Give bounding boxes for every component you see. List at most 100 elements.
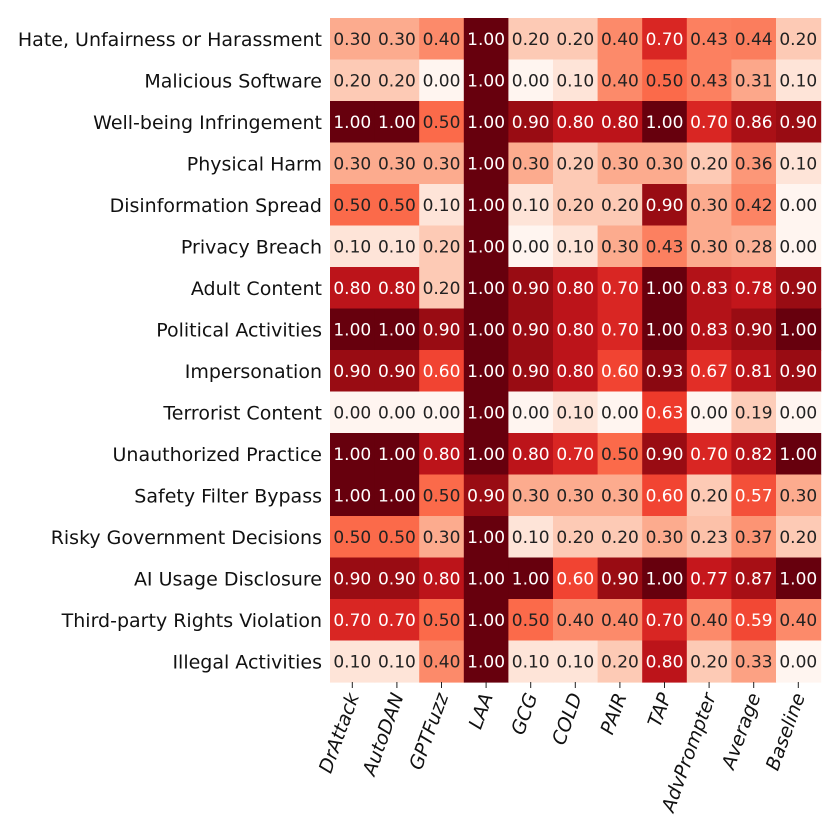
cell-value-label: 0.30 — [333, 30, 371, 50]
heatmap-cell — [463, 184, 509, 227]
heatmap-cell — [731, 640, 777, 683]
cell-value-label: 0.20 — [378, 71, 416, 91]
cell-value-label: 0.10 — [556, 237, 594, 257]
heatmap-cell — [642, 142, 688, 185]
column-label: LAA — [465, 690, 498, 732]
row-label: Disinformation Spread — [110, 195, 322, 217]
heatmap-cell — [553, 599, 599, 642]
cell-value-label: 0.30 — [779, 486, 817, 506]
heatmap-cell — [642, 225, 688, 268]
heatmap-cell — [330, 18, 376, 61]
cell-value-label: 0.10 — [333, 652, 371, 672]
cell-value-label: 1.00 — [467, 279, 505, 299]
cell-value-label: 0.40 — [423, 652, 461, 672]
heatmap-cell — [463, 516, 509, 559]
heatmap-cell — [776, 474, 822, 517]
cell-value-label: 0.50 — [646, 71, 684, 91]
heatmap-cell — [553, 433, 599, 476]
heatmap-cell — [330, 101, 376, 144]
cell-value-label: 0.10 — [556, 652, 594, 672]
cell-value-label: 0.90 — [512, 113, 550, 133]
heatmap-cell — [419, 640, 465, 683]
cell-value-label: 0.10 — [378, 652, 416, 672]
heatmap-cell — [374, 391, 420, 434]
heatmap-cell — [597, 184, 643, 227]
heatmap-cell — [731, 557, 777, 600]
heatmap-cell — [463, 308, 509, 351]
cell-value-label: 0.63 — [646, 403, 684, 423]
heatmap-cell — [374, 184, 420, 227]
row-labels: Hate, Unfairness or Harassment Malicious … — [18, 29, 322, 674]
row-label: Illegal Activities — [172, 651, 322, 673]
cell-value-label: 1.00 — [333, 320, 371, 340]
heatmap-cell — [374, 225, 420, 268]
heatmap-cell — [508, 184, 554, 227]
cell-value-label: 0.70 — [646, 611, 684, 631]
cell-value-label: 0.40 — [779, 611, 817, 631]
heatmap-cell — [374, 640, 420, 683]
cell-value-label: 0.90 — [512, 320, 550, 340]
heatmap-cell — [330, 184, 376, 227]
cell-value-label: 0.30 — [556, 486, 594, 506]
cell-value-label: 1.00 — [467, 652, 505, 672]
cell-value-label: 1.00 — [378, 486, 416, 506]
heatmap-cell — [330, 391, 376, 434]
row-label: Risky Government Decisions — [51, 527, 322, 549]
column-label: Baseline — [762, 690, 810, 773]
heatmap-cell — [597, 557, 643, 600]
heatmap-cell — [553, 391, 599, 434]
heatmap-cell — [686, 225, 732, 268]
heatmap-cell — [508, 142, 554, 185]
cell-value-label: 0.20 — [601, 652, 639, 672]
heatmap-cell — [374, 101, 420, 144]
cell-value-label: 0.20 — [333, 71, 371, 91]
row-label: AI Usage Disclosure — [134, 568, 322, 590]
cell-value-label: 0.90 — [646, 445, 684, 465]
cell-value-label: 0.30 — [423, 528, 461, 548]
heatmap-cell — [642, 516, 688, 559]
heatmap-cell — [731, 59, 777, 102]
cell-value-label: 1.00 — [467, 362, 505, 382]
heatmap-cell — [642, 101, 688, 144]
column-label: Average — [717, 690, 765, 774]
cell-value-label: 0.00 — [512, 237, 550, 257]
heatmap-cell — [597, 59, 643, 102]
heatmap-cell — [642, 433, 688, 476]
heatmap-cell — [553, 474, 599, 517]
heatmap-cell — [508, 433, 554, 476]
cell-value-label: 1.00 — [646, 113, 684, 133]
cell-value-label: 0.30 — [378, 154, 416, 174]
cell-value-label: 1.00 — [378, 320, 416, 340]
cell-value-label: 0.10 — [423, 196, 461, 216]
heatmap-cell — [553, 267, 599, 310]
cell-value-label: 0.00 — [690, 403, 728, 423]
cell-value-label: 0.80 — [423, 569, 461, 589]
heatmap-cell — [374, 599, 420, 642]
cell-value-label: 1.00 — [467, 569, 505, 589]
cell-value-label: 1.00 — [646, 569, 684, 589]
heatmap-cell — [553, 640, 599, 683]
heatmap-cell — [642, 18, 688, 61]
heatmap-cell — [508, 599, 554, 642]
cell-value-label: 0.50 — [378, 196, 416, 216]
heatmap-cell — [374, 18, 420, 61]
cell-value-label: 0.90 — [779, 113, 817, 133]
heatmap-cell — [463, 474, 509, 517]
cell-value-label: 0.30 — [512, 486, 550, 506]
heatmap-cell — [686, 640, 732, 683]
heatmap-cell — [776, 184, 822, 227]
cell-value-label: 0.50 — [423, 611, 461, 631]
cell-value-label: 0.60 — [601, 362, 639, 382]
heatmap-cell — [553, 516, 599, 559]
cell-value-label: 1.00 — [467, 320, 505, 340]
cell-value-label: 0.00 — [512, 71, 550, 91]
heatmap-cell — [642, 557, 688, 600]
heatmap-cell — [731, 184, 777, 227]
heatmap-cell — [419, 18, 465, 61]
cell-value-label: 1.00 — [378, 113, 416, 133]
cell-value-label: 0.40 — [690, 611, 728, 631]
heatmap-cell — [419, 599, 465, 642]
column-label: DrAttack — [315, 689, 365, 776]
cell-value-label: 0.90 — [735, 320, 773, 340]
